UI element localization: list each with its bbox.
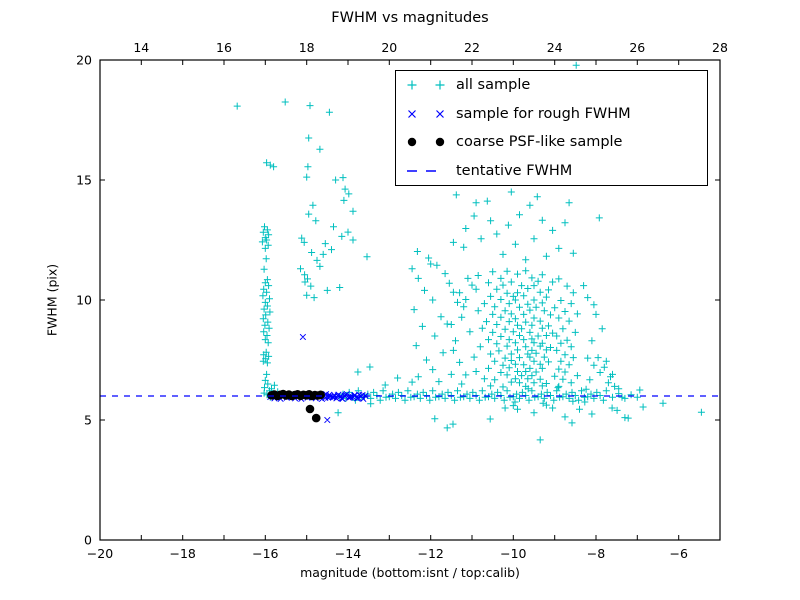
svg-text:28: 28 xyxy=(712,40,728,55)
svg-text:−12: −12 xyxy=(418,546,444,561)
svg-text:10: 10 xyxy=(76,293,92,308)
legend-label: tentative FWHM xyxy=(456,162,573,179)
svg-text:18: 18 xyxy=(299,40,315,55)
svg-text:−14: −14 xyxy=(335,546,361,561)
legend: all sample sample for rough FWHM coarse … xyxy=(395,70,708,186)
svg-text:5: 5 xyxy=(84,413,92,428)
legend-item-rough-fwhm: sample for rough FWHM xyxy=(396,100,707,129)
plus-marker-icon xyxy=(396,77,456,93)
svg-text:16: 16 xyxy=(216,40,232,55)
svg-text:22: 22 xyxy=(464,40,480,55)
svg-text:20: 20 xyxy=(381,40,397,55)
svg-text:−18: −18 xyxy=(170,546,196,561)
svg-text:15: 15 xyxy=(76,173,92,188)
svg-text:−6: −6 xyxy=(669,546,687,561)
svg-text:−10: −10 xyxy=(500,546,526,561)
svg-text:24: 24 xyxy=(547,40,563,55)
svg-text:14: 14 xyxy=(133,40,149,55)
legend-item-psf-sample: coarse PSF-like sample xyxy=(396,128,707,157)
svg-text:−16: −16 xyxy=(252,546,278,561)
dash-line-icon xyxy=(396,163,456,179)
svg-text:−8: −8 xyxy=(587,546,605,561)
svg-text:20: 20 xyxy=(76,53,92,68)
x-axis-label: magnitude (bottom:isnt / top:calib) xyxy=(300,565,520,580)
svg-text:26: 26 xyxy=(629,40,645,55)
legend-label: coarse PSF-like sample xyxy=(456,134,623,151)
dot-marker-icon xyxy=(396,134,456,150)
y-axis-label: FWHM (pix) xyxy=(44,263,60,337)
svg-text:0: 0 xyxy=(84,533,92,548)
legend-label: sample for rough FWHM xyxy=(456,105,631,122)
legend-label: all sample xyxy=(456,77,531,94)
legend-item-tentative-fwhm: tentative FWHM xyxy=(396,157,707,186)
chart-title: FWHM vs magnitudes xyxy=(331,10,489,26)
svg-text:−20: −20 xyxy=(87,546,113,561)
legend-item-all-sample: all sample xyxy=(396,71,707,100)
x-marker-icon xyxy=(396,106,456,122)
